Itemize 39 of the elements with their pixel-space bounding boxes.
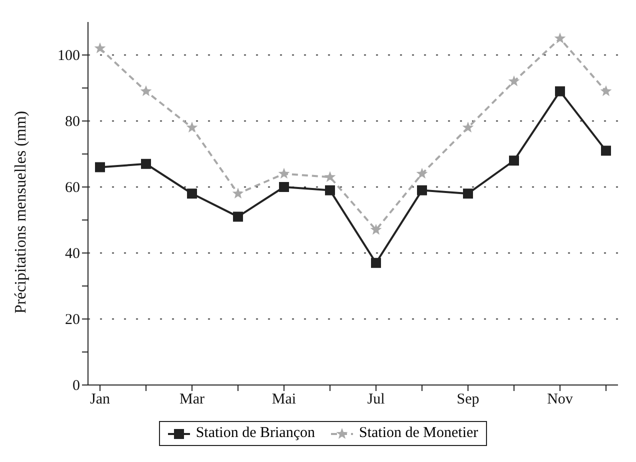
x-tick-label: Jul bbox=[367, 392, 385, 408]
point bbox=[555, 86, 565, 96]
point bbox=[186, 122, 198, 132]
y-tick-label: 100 bbox=[58, 48, 80, 64]
point bbox=[140, 85, 152, 96]
legend-label: Station de Briançon bbox=[194, 425, 315, 442]
x-tick-label: Nov bbox=[547, 392, 574, 408]
point bbox=[370, 224, 382, 235]
x-tick-label: Mar bbox=[180, 392, 204, 408]
point bbox=[462, 122, 474, 132]
point bbox=[417, 185, 427, 196]
x-tick-label: Sep bbox=[456, 392, 480, 408]
point bbox=[509, 156, 519, 166]
y-tick-label: 20 bbox=[65, 312, 80, 328]
point bbox=[371, 258, 381, 268]
legend-label: Station de Monetier bbox=[358, 425, 478, 442]
y-axis-title: Précipitations mensuelles (mm) bbox=[12, 110, 30, 314]
point bbox=[601, 146, 611, 156]
point bbox=[233, 212, 243, 222]
point bbox=[278, 168, 290, 179]
point bbox=[554, 32, 566, 44]
point bbox=[187, 188, 197, 199]
y-tick-label: 60 bbox=[65, 180, 80, 196]
point bbox=[279, 182, 289, 192]
point bbox=[94, 42, 106, 54]
point bbox=[508, 75, 520, 86]
y-tick-label: 80 bbox=[65, 114, 80, 130]
point bbox=[463, 188, 473, 199]
y-tick-label: 40 bbox=[65, 246, 80, 262]
point bbox=[325, 185, 335, 196]
point bbox=[600, 85, 612, 96]
x-tick-label: Jan bbox=[90, 392, 110, 408]
point bbox=[416, 168, 428, 179]
point bbox=[232, 188, 244, 198]
point bbox=[324, 171, 336, 182]
point bbox=[141, 158, 151, 169]
y-tick-label: 0 bbox=[72, 378, 80, 394]
x-tick-label: Mai bbox=[272, 392, 296, 408]
point bbox=[95, 162, 105, 172]
